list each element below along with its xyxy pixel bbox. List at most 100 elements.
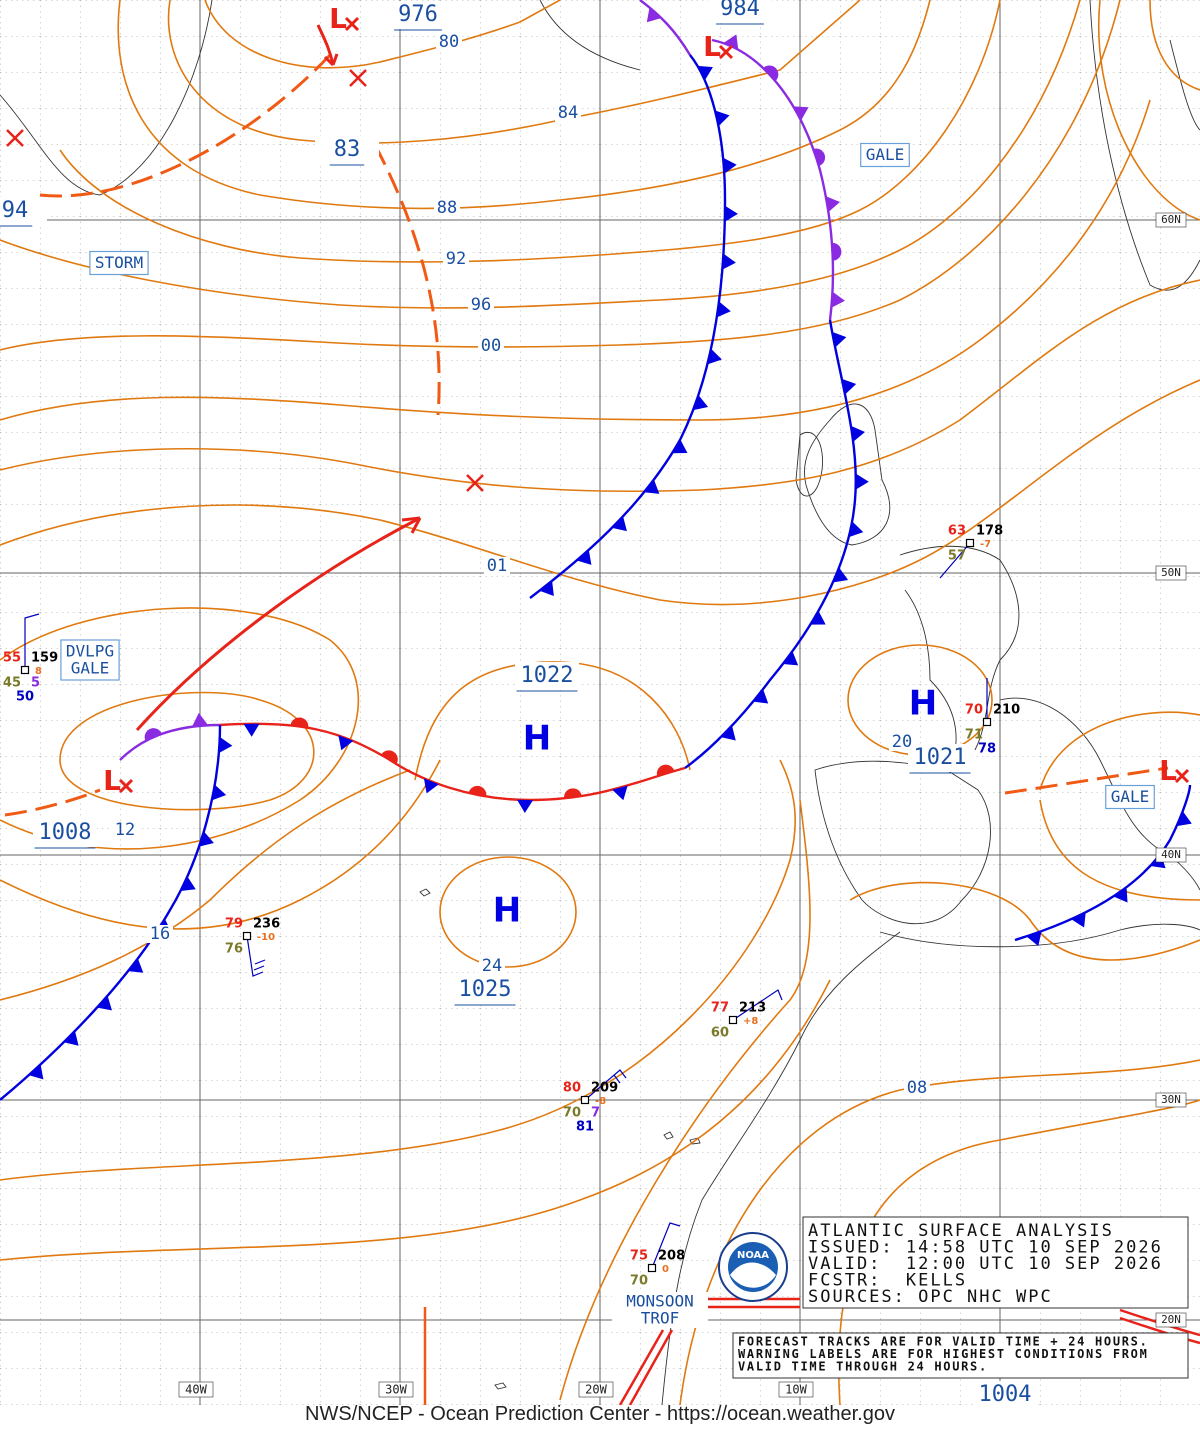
front-triangle: [841, 378, 857, 395]
warning-box: [89, 250, 149, 276]
note-box: [732, 1332, 1189, 1379]
station-tendency: 0: [662, 1264, 669, 1275]
coastline-part: [661, 931, 901, 1406]
lat-label-bg: [1155, 1092, 1187, 1108]
lat-label: 30N: [1161, 1093, 1181, 1106]
front-triangle: [646, 7, 662, 23]
station-dewpoint: 45: [3, 676, 21, 691]
isobar-label: 01: [487, 556, 507, 576]
isobar-label-bg: [147, 925, 173, 943]
fronts-part: [119, 723, 221, 761]
front-semicircle: [468, 785, 487, 797]
isobar-label: 88: [437, 198, 457, 218]
info-valid: VALID: 12:00 UTC 10 SEP 2026: [808, 1254, 1163, 1274]
low-symbol: L: [329, 2, 347, 35]
station-tendency: 8: [35, 666, 42, 677]
isobar-label-bg: [889, 733, 915, 751]
wind-barbs: [24, 542, 988, 1269]
pressure-label: 1008: [39, 820, 92, 845]
isobar-label-bg: [468, 296, 494, 314]
station-dewpoint: 60: [711, 1026, 729, 1041]
front-triangle: [539, 580, 554, 597]
station-dewpoint: 71: [965, 728, 983, 743]
front-triangle: [697, 65, 713, 81]
coastline-part: [899, 545, 1020, 751]
pressure-label: 1021: [914, 745, 967, 770]
front-triangle: [810, 610, 826, 625]
troughs-part: [4, 788, 101, 817]
isobars-part: [0, 759, 796, 1181]
warning-label: GALE: [1105, 784, 1155, 810]
isobars-part: [559, 799, 811, 1401]
wind-barbs-part: [246, 935, 266, 977]
isobars-part: [1098, 0, 1200, 221]
station-symbol: [20, 665, 30, 675]
front-triangle: [722, 253, 736, 270]
warning-text: GALE: [71, 659, 110, 678]
isobar-label-bg: [436, 33, 462, 51]
station-pressure: 209: [591, 1081, 618, 1096]
warning-box: [60, 639, 120, 681]
troughs-part: [373, 144, 441, 416]
station-pressure: 178: [976, 524, 1003, 539]
front-semicircle: [144, 728, 162, 741]
isobars-part: [0, 99, 1151, 421]
low-symbol: L: [703, 30, 721, 63]
isobar-label: 12: [115, 820, 135, 840]
low-cross: [1174, 768, 1190, 784]
info-issued: ISSUED: 14:58 UTC 10 SEP 2026: [808, 1238, 1163, 1258]
front-triangle: [423, 778, 439, 794]
low-cross: [718, 44, 734, 60]
pressure-label-bg: [386, 1, 450, 29]
pressure-label-bg: [908, 744, 972, 772]
isobar-label-bg: [479, 957, 505, 975]
front-triangle: [707, 348, 722, 365]
station-plot: 79 236 76 -10: [225, 917, 280, 957]
front-triangle: [848, 521, 864, 538]
isobars-part: [849, 881, 1200, 961]
fronts: [0, 0, 1192, 1101]
isobars-part: [414, 661, 691, 781]
isobars-part: [1039, 711, 1200, 791]
footer: NWS/NCEP - Ocean Prediction Center - htt…: [305, 1403, 895, 1425]
high-symbol: H: [493, 891, 521, 931]
front-triangle: [850, 425, 865, 442]
troughs-part: [1004, 766, 1169, 795]
warning-text: GALE: [866, 145, 905, 164]
lat-label: 50N: [1161, 566, 1181, 579]
station-temp: 63: [948, 524, 966, 539]
pressure-label: 976: [398, 2, 438, 27]
low-cross: [118, 778, 134, 794]
isobars-part: [679, 1059, 1200, 1406]
isobars-part: [1149, 0, 1200, 91]
note-line: WARNING LABELS ARE FOR HIGHEST CONDITION…: [738, 1347, 1149, 1361]
station-dewpoint: 70: [563, 1106, 581, 1121]
position-crosses-part: [6, 129, 24, 147]
troughs-part: [39, 53, 332, 198]
lon-label: 20W: [585, 1383, 607, 1397]
front-triangle: [855, 473, 869, 490]
front-triangle: [211, 784, 227, 801]
isobars-part: [117, 0, 931, 210]
front-semicircle: [290, 717, 309, 728]
front-triangle: [753, 689, 769, 704]
station-tendency: -7: [980, 539, 991, 550]
front-triangle: [28, 1064, 44, 1080]
front-triangle: [723, 34, 739, 50]
info-title: ATLANTIC SURFACE ANALYSIS: [808, 1221, 1114, 1241]
isobar-label: 20: [892, 732, 912, 752]
station-pressure: 236: [253, 917, 280, 932]
isobar-label: 08: [907, 1078, 927, 1098]
isobars-part: [0, 379, 1200, 606]
isobars-part: [167, 0, 861, 144]
station-sst: 50: [16, 690, 34, 705]
pressure-label: 984: [720, 0, 760, 21]
fronts-part: [684, 319, 857, 769]
isobar-label: 92: [446, 249, 466, 269]
front-triangle: [1176, 811, 1192, 827]
